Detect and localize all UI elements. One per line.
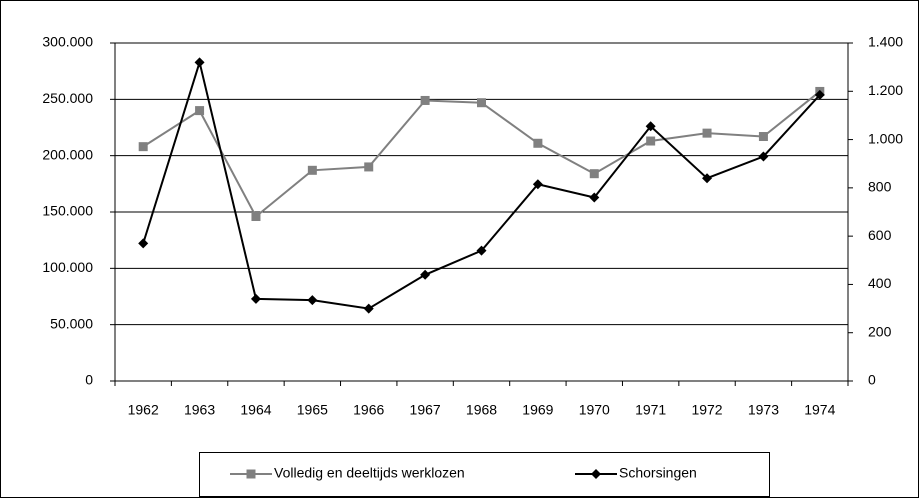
marker [420,269,431,280]
y2-tick-label: 600 [868,227,892,243]
y2-tick-label: 0 [868,372,876,388]
marker [194,57,205,68]
marker [138,142,148,152]
marker [758,132,768,142]
marker [250,293,261,304]
y2-tick-label: 1.000 [868,130,903,146]
x-tick-label: 1970 [579,402,610,418]
y-tick-label: 50.000 [50,315,93,331]
marker [589,169,599,179]
y-tick-label: 200.000 [42,146,93,162]
x-tick-label: 1962 [128,402,159,418]
legend-label: Schorsingen [619,465,697,481]
x-tick-label: 1967 [410,402,441,418]
marker [589,192,600,203]
marker [814,89,825,100]
y-tick-label: 250.000 [42,90,93,106]
marker [251,212,261,222]
marker [533,138,543,148]
marker [477,98,486,108]
x-tick-label: 1972 [691,402,722,418]
marker [646,136,656,146]
y2-tick-label: 400 [868,275,892,291]
y-tick-label: 0 [85,372,93,388]
x-tick-label: 1969 [522,402,553,418]
marker [532,179,543,190]
x-tick-label: 1974 [804,402,835,418]
x-tick-label: 1971 [635,402,666,418]
marker [138,238,149,249]
marker [476,245,487,256]
x-tick-label: 1968 [466,402,497,418]
marker [364,162,374,172]
marker [702,173,713,184]
y-tick-label: 100.000 [42,259,93,275]
marker [420,95,430,105]
legend-label: Volledig en deeltijds werklozen [274,465,465,481]
y2-tick-label: 1.200 [868,82,903,98]
y2-tick-label: 1.400 [868,34,903,50]
marker [363,303,374,314]
x-tick-label: 1966 [353,402,384,418]
x-tick-label: 1965 [297,402,328,418]
legend-box [199,452,770,497]
x-tick-label: 1973 [748,402,779,418]
y-tick-label: 150.000 [42,203,93,219]
x-tick-label: 1964 [240,402,271,418]
y-tick-label: 300.000 [42,34,93,50]
marker [195,106,205,116]
marker [702,128,712,138]
marker [246,469,256,479]
marker [591,469,601,479]
x-tick-label: 1963 [184,402,215,418]
marker [307,165,317,175]
marker [645,121,656,132]
y2-tick-label: 800 [868,179,892,195]
marker [758,151,769,162]
y2-tick-label: 200 [868,323,892,339]
marker [307,295,318,306]
